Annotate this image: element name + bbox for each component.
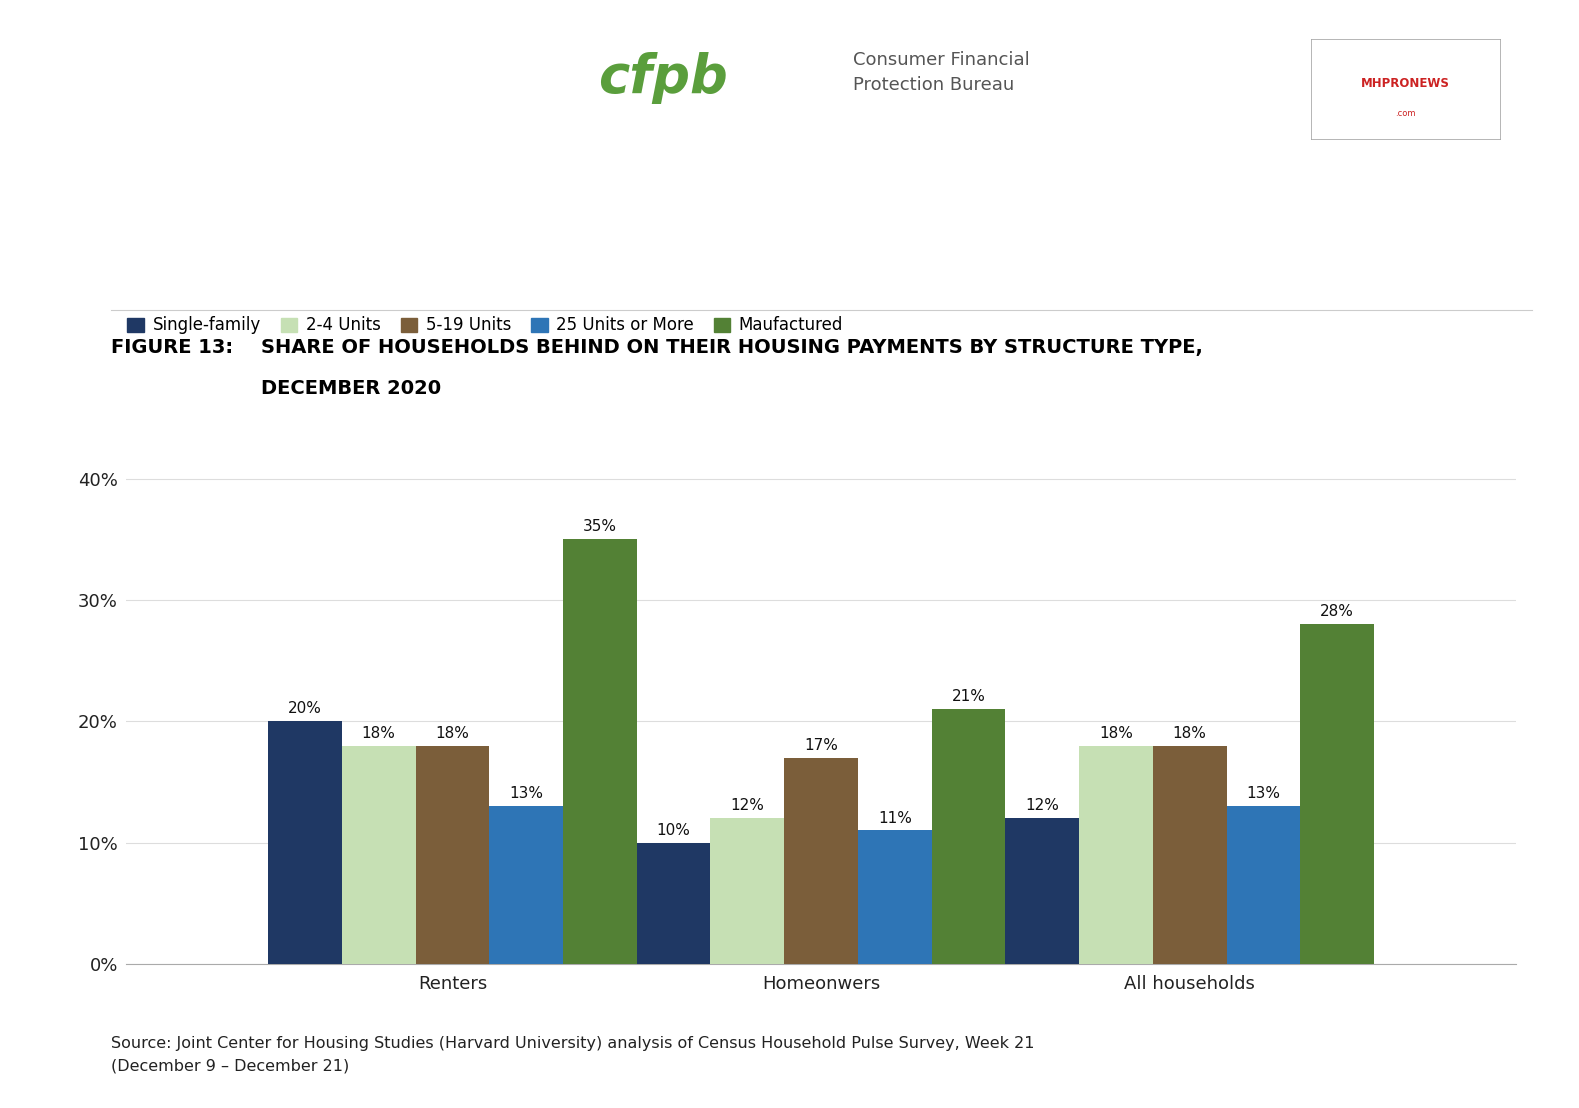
Text: 11%: 11%	[878, 811, 911, 825]
Bar	[857, 831, 932, 964]
Text: 18%: 18%	[1099, 726, 1134, 740]
Bar	[268, 721, 341, 964]
Bar	[711, 819, 785, 964]
Text: 28%: 28%	[1320, 604, 1355, 619]
Text: SHARE OF HOUSEHOLDS BEHIND ON THEIR HOUSING PAYMENTS BY STRUCTURE TYPE,: SHARE OF HOUSEHOLDS BEHIND ON THEIR HOUS…	[261, 338, 1203, 357]
Text: 13%: 13%	[1246, 787, 1281, 801]
Bar	[489, 807, 564, 964]
Text: 10%: 10%	[657, 823, 690, 838]
Bar	[1301, 624, 1374, 964]
Text: 17%: 17%	[804, 738, 838, 752]
Bar	[636, 842, 711, 964]
Text: 18%: 18%	[1173, 726, 1206, 740]
Text: 12%: 12%	[731, 799, 764, 813]
Text: FIGURE 13:: FIGURE 13:	[111, 338, 232, 357]
Bar	[1006, 819, 1078, 964]
Bar	[1153, 746, 1227, 964]
Text: Consumer Financial
Protection Bureau: Consumer Financial Protection Bureau	[853, 51, 1030, 93]
Text: 13%: 13%	[508, 787, 543, 801]
Text: .com: .com	[1396, 109, 1415, 119]
Text: DECEMBER 2020: DECEMBER 2020	[261, 379, 441, 398]
Text: 20%: 20%	[287, 701, 322, 717]
Text: 18%: 18%	[436, 726, 469, 740]
Bar	[564, 540, 636, 964]
Legend: Single-family, 2-4 Units, 5-19 Units, 25 Units or More, Maufactured: Single-family, 2-4 Units, 5-19 Units, 25…	[120, 310, 850, 341]
Text: 18%: 18%	[362, 726, 396, 740]
Bar	[1227, 807, 1301, 964]
Text: Source: Joint Center for Housing Studies (Harvard University) analysis of Census: Source: Joint Center for Housing Studies…	[111, 1036, 1034, 1074]
Bar	[341, 746, 415, 964]
Text: 12%: 12%	[1025, 799, 1060, 813]
Text: 35%: 35%	[583, 520, 617, 534]
Text: 21%: 21%	[952, 689, 985, 705]
Bar	[785, 758, 857, 964]
Text: MHPRONEWS: MHPRONEWS	[1361, 78, 1450, 90]
Bar	[1078, 746, 1153, 964]
Bar	[932, 709, 1006, 964]
Bar	[415, 746, 489, 964]
Text: cfpb: cfpb	[598, 52, 728, 103]
